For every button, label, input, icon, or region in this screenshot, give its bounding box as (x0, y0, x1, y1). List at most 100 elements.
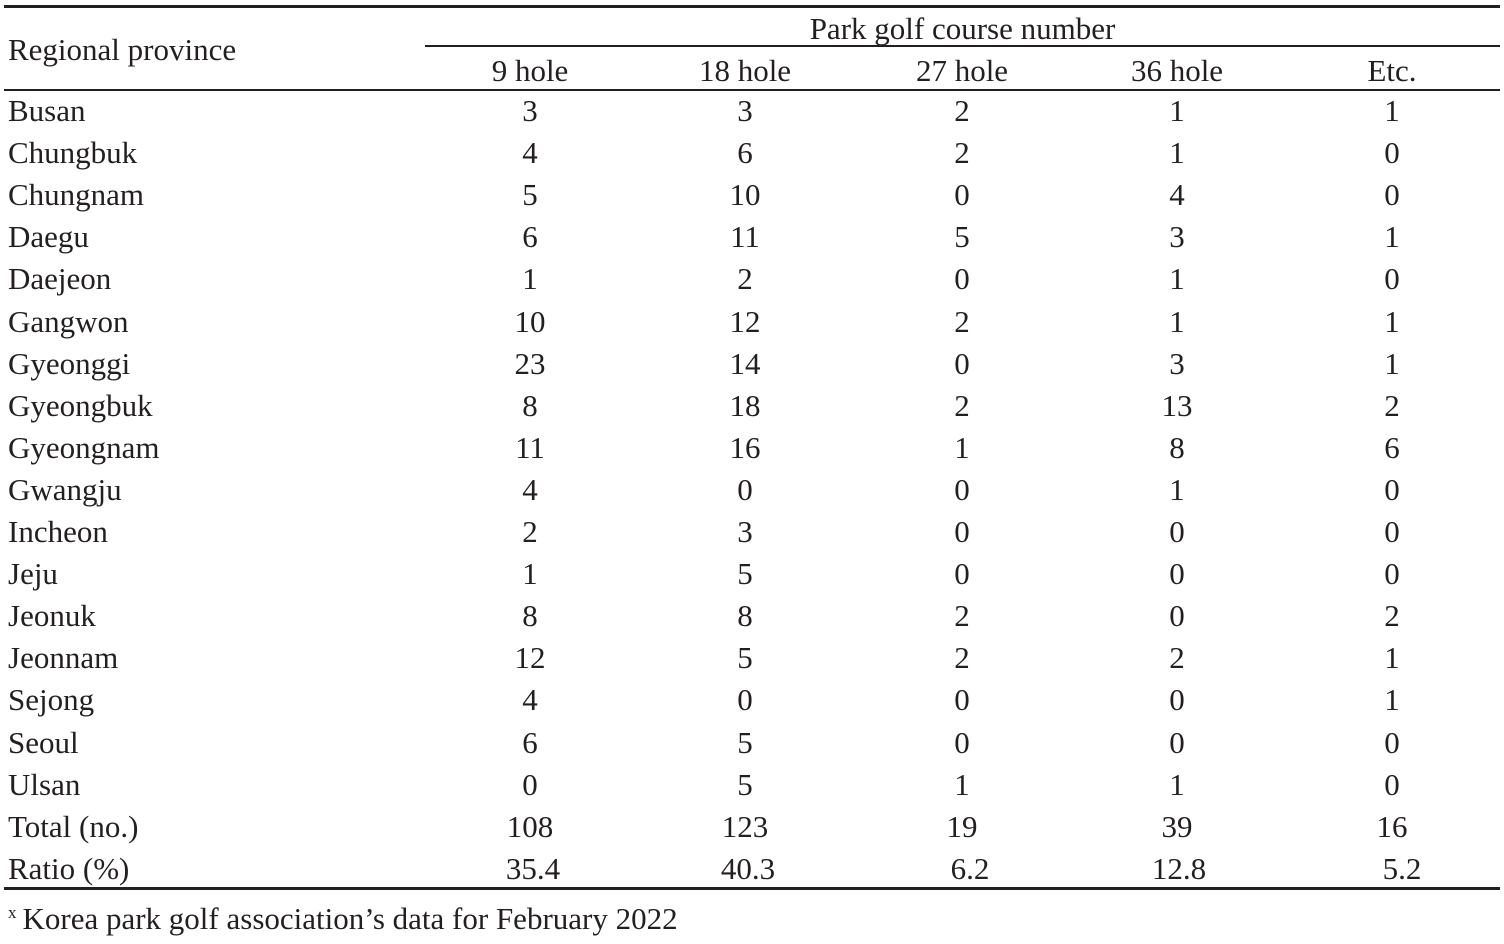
table-cell: 2 (954, 303, 970, 339)
table-cell: 12.8 (1151, 850, 1207, 886)
table-cell: 3 (522, 93, 538, 128)
table-cell: 0 (1384, 177, 1400, 213)
row-region-label: Gwangju (8, 471, 122, 507)
column-header-9-hole: 9 hole (491, 53, 569, 88)
table-row: Sejong 4 0 0 0 1 (0, 680, 1504, 722)
table-cell: 5 (737, 724, 753, 760)
table-header-rule (4, 89, 1500, 91)
table-cell: 0 (1384, 724, 1400, 760)
table-cell: 2 (522, 514, 538, 549)
table-cell: 0 (1384, 261, 1400, 297)
table-row: Ratio (%) 35.4 40.3 6.2 12.8 5.2 (0, 849, 1504, 891)
table-row: Gyeongnam 11 16 1 8 6 (0, 428, 1504, 470)
column-header-etc: Etc. (1367, 53, 1417, 88)
table-cell: 6 (1384, 429, 1400, 465)
table-cell: 1 (1384, 93, 1400, 128)
row-region-label: Sejong (8, 682, 95, 718)
table-cell: 6.2 (950, 850, 990, 886)
table-footnote: x Korea park golf association’s data for … (8, 893, 678, 939)
table-cell: 11 (730, 219, 760, 255)
table-row: Chungbuk 4 6 2 1 0 (0, 133, 1504, 175)
table-cell: 0 (954, 682, 970, 718)
row-region-label: Incheon (8, 514, 108, 549)
table-cell: 1 (1384, 640, 1400, 676)
table-cell: 0 (954, 556, 970, 592)
table-cell: 14 (729, 345, 761, 381)
table-cell: 0 (1384, 514, 1400, 549)
table-bottom-rule (4, 887, 1500, 890)
table-cell: 1 (1384, 219, 1400, 255)
table-cell: 1 (1169, 261, 1185, 297)
row-region-label: Daegu (8, 219, 89, 255)
table-cell: 0 (1384, 556, 1400, 592)
table-cell: 1 (1169, 93, 1185, 128)
row-region-label: Gyeongnam (8, 429, 160, 465)
row-region-label: Gyeongbuk (8, 387, 153, 423)
table-cell: 5 (737, 766, 753, 802)
table-cell: 0 (954, 261, 970, 297)
table-cell: 2 (737, 261, 753, 297)
table-cell: 0 (954, 471, 970, 507)
table-cell: 2 (954, 135, 970, 171)
table-row: Ulsan 0 5 1 1 0 (0, 765, 1504, 807)
table-cell: 1 (1169, 135, 1185, 171)
table-cell: 0 (1169, 514, 1185, 549)
row-region-label: Jeonnam (8, 640, 119, 676)
table-cell: 0 (954, 724, 970, 760)
region-column-header: Regional province (8, 32, 237, 67)
group-header-underline (425, 45, 1500, 47)
table-cell: 1 (1384, 682, 1400, 718)
table-cell: 1 (954, 429, 970, 465)
table-cell: 16 (1376, 808, 1408, 844)
row-region-label: Chungnam (8, 177, 145, 213)
table-cell: 1 (1169, 766, 1185, 802)
table-cell: 5 (737, 556, 753, 592)
table-cell: 4 (522, 471, 538, 507)
table-cell: 5 (954, 219, 970, 255)
table-cell: 40.3 (720, 850, 776, 886)
table-row: Gyeongbuk 8 18 2 13 2 (0, 386, 1504, 428)
table-cell: 23 (514, 345, 546, 381)
table-cell: 1 (1384, 303, 1400, 339)
table-row: Chungnam 5 10 0 4 0 (0, 175, 1504, 217)
row-region-label: Seoul (8, 724, 79, 760)
table-top-rule (4, 5, 1500, 8)
table-cell: 13 (1161, 387, 1193, 423)
table-cell: 2 (954, 387, 970, 423)
table-row: Gyeonggi 23 14 0 3 1 (0, 344, 1504, 386)
row-region-label: Jeju (8, 556, 58, 592)
table-cell: 2 (954, 93, 970, 128)
table-cell: 19 (946, 808, 978, 844)
table-row: Jeonuk 8 8 2 0 2 (0, 596, 1504, 638)
table-cell: 1 (522, 556, 538, 592)
row-region-label: Busan (8, 93, 86, 128)
table-cell: 2 (1384, 387, 1400, 423)
table-cell: 2 (1169, 640, 1185, 676)
table-cell: 0 (1169, 598, 1185, 634)
table-cell: 6 (737, 135, 753, 171)
table-cell: 1 (1384, 345, 1400, 381)
table-cell: 8 (522, 387, 538, 423)
table-row: Jeju 1 5 0 0 0 (0, 554, 1504, 596)
table-row: Total (no.) 108 123 19 39 16 (0, 807, 1504, 849)
table-row: Seoul 6 5 0 0 0 (0, 723, 1504, 765)
table-cell: 8 (737, 598, 753, 634)
table-cell: 2 (1384, 598, 1400, 634)
table-cell: 3 (737, 93, 753, 128)
row-region-label: Total (no.) (8, 808, 139, 844)
table-cell: 2 (954, 640, 970, 676)
table-row: Jeonnam 12 5 2 2 1 (0, 638, 1504, 680)
table-cell: 10 (514, 303, 546, 339)
table-cell: 1 (1169, 303, 1185, 339)
table-cell: 35.4 (505, 850, 561, 886)
table-cell: 0 (1169, 556, 1185, 592)
column-header-18-hole: 18 hole (698, 53, 792, 88)
table-cell: 8 (522, 598, 538, 634)
table-cell: 1 (1169, 471, 1185, 507)
table-cell: 6 (522, 724, 538, 760)
column-header-36-hole: 36 hole (1130, 53, 1224, 88)
table-cell: 12 (729, 303, 761, 339)
column-header-27-hole: 27 hole (915, 53, 1009, 88)
table-cell: 0 (954, 514, 970, 549)
